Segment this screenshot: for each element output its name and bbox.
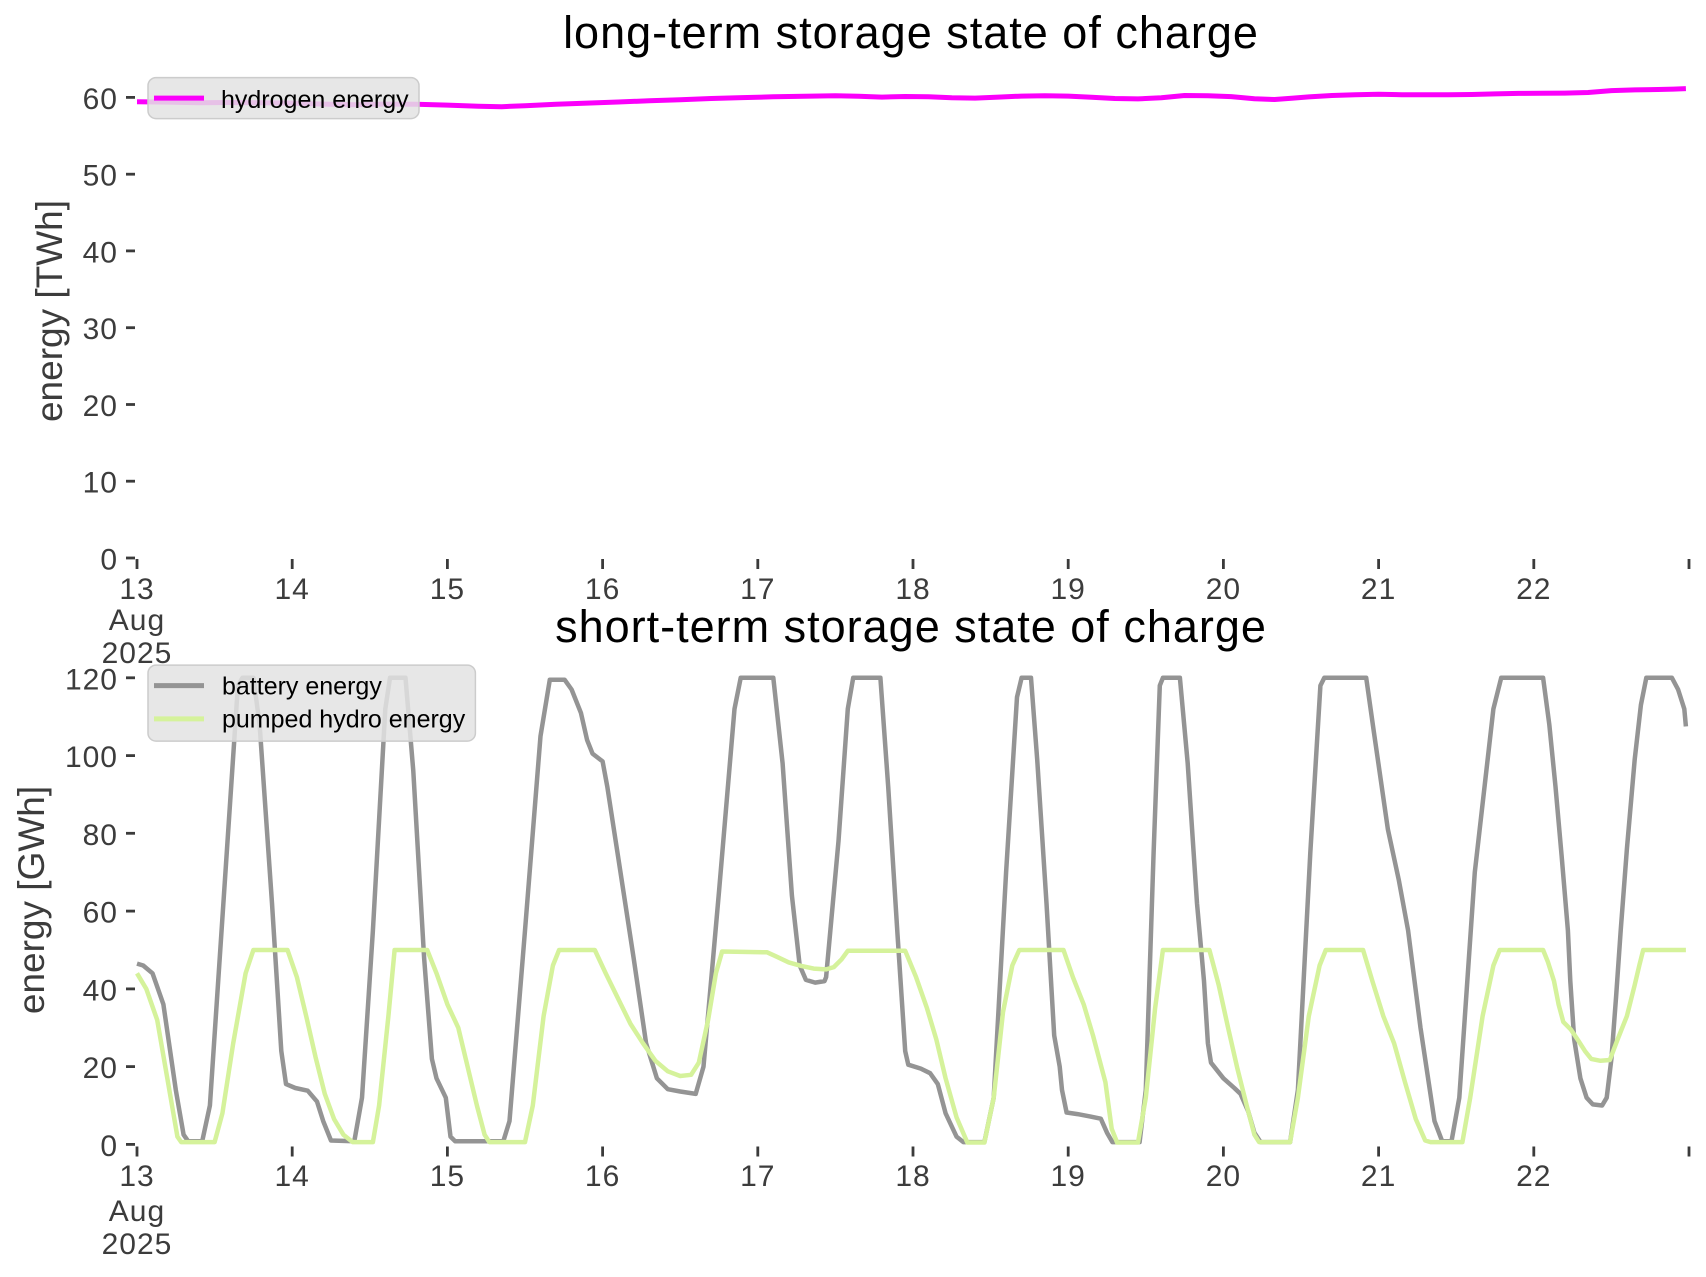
svg-text:hydrogen energy: hydrogen energy <box>221 86 409 114</box>
svg-text:19: 19 <box>1051 1160 1086 1193</box>
svg-text:Aug: Aug <box>109 1195 165 1228</box>
svg-text:13: 13 <box>119 573 154 606</box>
svg-text:21: 21 <box>1361 573 1396 606</box>
svg-text:40: 40 <box>83 974 118 1007</box>
svg-text:19: 19 <box>1051 573 1086 606</box>
svg-text:50: 50 <box>83 160 118 193</box>
svg-text:energy [TWh]: energy [TWh] <box>29 200 70 422</box>
svg-text:17: 17 <box>740 1160 775 1193</box>
svg-text:17: 17 <box>740 573 775 606</box>
svg-text:120: 120 <box>65 663 118 696</box>
svg-text:0: 0 <box>100 544 118 577</box>
svg-text:60: 60 <box>83 83 118 116</box>
svg-text:short-term storage state of ch: short-term storage state of charge <box>555 601 1267 652</box>
svg-text:16: 16 <box>585 573 620 606</box>
svg-text:14: 14 <box>275 573 310 606</box>
svg-text:13: 13 <box>119 1160 154 1193</box>
svg-text:battery energy: battery energy <box>222 673 382 701</box>
svg-text:22: 22 <box>1516 573 1551 606</box>
svg-text:20: 20 <box>83 1052 118 1085</box>
svg-text:15: 15 <box>430 1160 465 1193</box>
svg-text:22: 22 <box>1516 1160 1551 1193</box>
svg-text:10: 10 <box>83 467 118 500</box>
svg-text:20: 20 <box>83 390 118 423</box>
svg-text:100: 100 <box>65 741 118 774</box>
svg-text:80: 80 <box>83 819 118 852</box>
svg-text:20: 20 <box>1206 1160 1241 1193</box>
svg-text:20: 20 <box>1206 573 1241 606</box>
svg-text:60: 60 <box>83 897 118 930</box>
svg-text:18: 18 <box>895 1160 930 1193</box>
svg-text:21: 21 <box>1361 1160 1396 1193</box>
svg-text:pumped hydro energy: pumped hydro energy <box>222 705 466 733</box>
svg-text:14: 14 <box>275 1160 310 1193</box>
svg-text:energy [GWh]: energy [GWh] <box>11 786 52 1014</box>
svg-text:30: 30 <box>83 313 118 346</box>
svg-text:Aug: Aug <box>109 604 165 637</box>
svg-text:18: 18 <box>895 573 930 606</box>
svg-text:40: 40 <box>83 236 118 269</box>
svg-text:15: 15 <box>430 573 465 606</box>
svg-text:long-term storage state of cha: long-term storage state of charge <box>563 7 1259 58</box>
svg-text:0: 0 <box>100 1130 118 1163</box>
svg-text:2025: 2025 <box>102 1228 173 1261</box>
svg-text:16: 16 <box>585 1160 620 1193</box>
